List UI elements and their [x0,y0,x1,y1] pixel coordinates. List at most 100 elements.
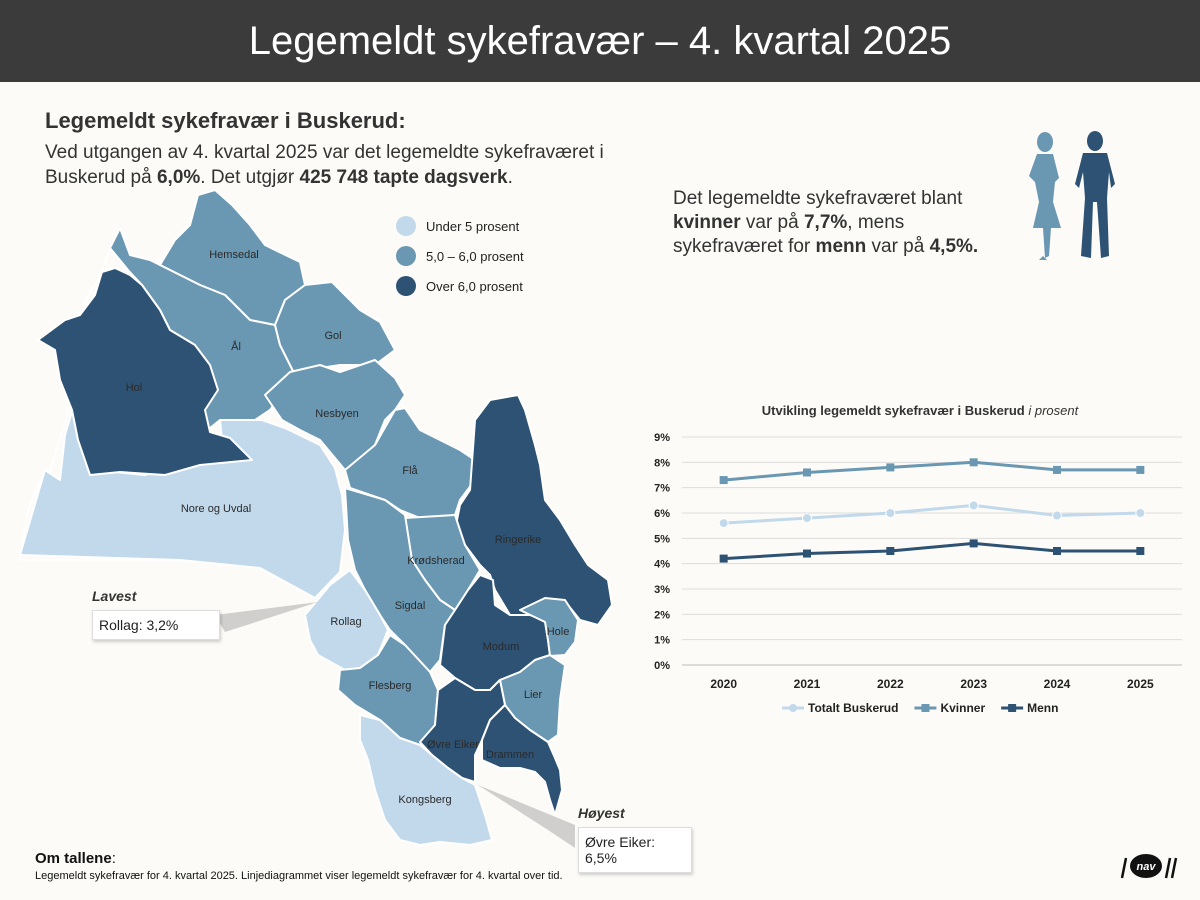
logo-text: nav [1137,861,1157,873]
map-label-drammen: Drammen [486,749,534,761]
page-header: Legemeldt sykefravær – 4. kvartal 2025 [0,0,1200,82]
map-label-nesbyen: Nesbyen [315,408,358,420]
y-tick-label: 5% [654,533,670,545]
notes-text: Legemeldt sykefravær for 4. kvartal 2025… [35,870,563,882]
women-percent: 7,7% [803,212,848,233]
map-region-hole [519,597,579,657]
map-region-nesbyen [264,359,406,471]
intro-text-a: Ved utgangen av 4. kvartal 2025 var det … [45,142,604,188]
data-point [1136,465,1145,474]
lowest-label: Lavest [92,588,137,604]
data-point [802,513,812,524]
data-point [886,463,895,472]
x-tick-label: 2025 [1127,677,1154,691]
legend-dot-mid [396,246,416,266]
notes-heading: Om tallene: [35,850,935,867]
y-tick-label: 4% [654,559,670,571]
chart-title-suffix: i prosent [1028,403,1079,418]
map-label-ovre-eiker: Øvre Eiker [427,739,479,751]
map-label-flesberg: Flesberg [369,680,412,692]
total-percent: 6,0% [156,167,201,188]
y-tick-label: 3% [654,584,670,596]
notes-colon: : [111,850,116,867]
intro-text-b: . Det utgjør [200,167,300,188]
intro-text: Ved utgangen av 4. kvartal 2025 var det … [45,140,655,190]
map-label-lier: Lier [524,689,543,701]
map-label-hol: Hol [126,382,143,394]
map-label-kongsberg: Kongsberg [398,794,451,806]
chart-title-main: Utvikling legemeldt sykefravær i Buskeru… [762,403,1025,418]
page-title: Legemeldt sykefravær – 4. kvartal 2025 [248,19,952,63]
x-tick-label: 2023 [960,677,987,691]
x-tick-label: 2021 [794,677,821,691]
y-tick-label: 1% [654,635,670,647]
data-point [719,554,728,563]
data-point [969,458,978,467]
men-percent: 4,5%. [929,236,979,257]
legend-label: Over 6,0 prosent [426,278,523,294]
nav-logo: nav [1120,854,1178,879]
y-tick-label: 9% [654,432,670,444]
series-line [723,503,1141,525]
legend-entry: Kvinner [940,701,985,715]
data-point [968,500,979,511]
highest-label: Høyest [578,805,625,821]
highest-callout: Høyest Øvre Eiker: 6,5% [578,805,692,873]
legend-swatch-marker [789,704,797,712]
gender-text-c: , mens sykefraværet for [673,212,905,257]
map-region-kongsberg [359,714,493,846]
data-point [1053,465,1061,474]
map-label-al: Ål [231,340,241,353]
map-label-ringerike: Ringerike [495,534,541,546]
lowest-pointer [215,602,318,632]
legend-entry: Totalt Buskerud [808,701,898,715]
legend-swatch-marker [1008,704,1017,712]
data-point [719,476,728,485]
series-line [723,460,1141,482]
x-tick-label: 2024 [1044,677,1071,691]
legend-dot-light [396,216,416,236]
map-label-hemsedal: Hemsedal [209,249,259,261]
lowest-callout: Lavest Rollag: 3,2% [92,588,220,640]
women-word: kvinner [673,212,741,233]
lowest-value: Rollag: 3,2% [92,610,220,640]
map-region-hol [37,267,253,476]
intro-text-c: . [507,167,513,188]
legend-item-5-to-6: 5,0 – 6,0 prosent [396,241,596,271]
data-point [1053,547,1061,555]
data-point [803,468,811,477]
line-chart: Utvikling legemeldt sykefravær i Buskeru… [654,403,1182,715]
map-label-krodsherad: Krødsherad [407,555,464,567]
legend-entry: Menn [1027,701,1058,715]
y-tick-label: 8% [654,457,670,469]
data-point [1135,508,1146,518]
map-label-nore: Nore og Uvdal [181,503,251,515]
chart-title: Utvikling legemeldt sykefravær i Buskeru… [762,403,1080,418]
data-point [718,518,729,529]
map-label-gol: Gol [324,330,341,342]
highest-value: Øvre Eiker: 6,5% [578,827,692,873]
gender-text-a: Det legemeldte sykefraværet blant [673,188,963,209]
y-tick-label: 6% [654,508,670,520]
legend-item-over-6: Over 6,0 prosent [396,271,596,301]
lost-days: 425 748 tapte dagsverk [299,167,508,188]
data-point [1052,510,1062,521]
map-label-hole: Hole [547,626,570,638]
map-label-sigdal: Sigdal [395,600,426,612]
y-tick-label: 2% [654,609,670,621]
data-point [803,549,811,558]
data-point [886,547,895,555]
y-tick-label: 7% [654,483,670,495]
map-label-fla: Flå [402,465,418,477]
municipality-map: Hemsedal Ål Gol Hol Nesbyen Flå Nore og … [19,189,613,848]
gender-text-d: var på [866,236,930,257]
y-tick-label: 0% [654,660,670,672]
map-region-drammen [481,704,563,816]
map-label-modum: Modum [483,641,520,653]
map-legend: Under 5 prosent 5,0 – 6,0 prosent Over 6… [396,211,596,301]
gender-text-b: var på [740,212,804,233]
x-tick-label: 2022 [877,677,904,691]
legend-item-under-5: Under 5 prosent [396,211,596,241]
legend-label: Under 5 prosent [426,218,520,234]
legend-label: 5,0 – 6,0 prosent [426,248,524,264]
